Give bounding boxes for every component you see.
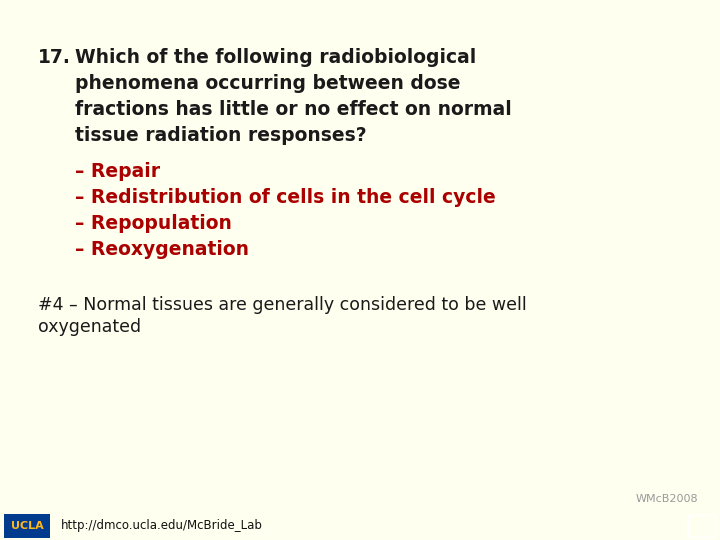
Text: #4 – Normal tissues are generally considered to be well: #4 – Normal tissues are generally consid… (38, 296, 527, 314)
Text: WMcB2008: WMcB2008 (635, 494, 698, 504)
Text: fractions has little or no effect on normal: fractions has little or no effect on nor… (75, 100, 512, 119)
Text: tissue radiation responses?: tissue radiation responses? (75, 126, 366, 145)
Text: oxygenated: oxygenated (38, 318, 141, 336)
Text: – Repopulation: – Repopulation (75, 214, 232, 233)
Text: Which of the following radiobiological: Which of the following radiobiological (75, 48, 476, 67)
Bar (4, 514, 50, 538)
Bar (688, 515, 715, 537)
Text: 17.: 17. (38, 48, 71, 67)
Text: – Redistribution of cells in the cell cycle: – Redistribution of cells in the cell cy… (75, 188, 496, 207)
Text: UCLA: UCLA (11, 521, 44, 531)
Text: – Repair: – Repair (75, 162, 160, 181)
Text: – Reoxygenation: – Reoxygenation (75, 240, 249, 259)
Text: http://dmco.ucla.edu/McBride_Lab: http://dmco.ucla.edu/McBride_Lab (61, 519, 263, 532)
Text: phenomena occurring between dose: phenomena occurring between dose (75, 74, 461, 93)
